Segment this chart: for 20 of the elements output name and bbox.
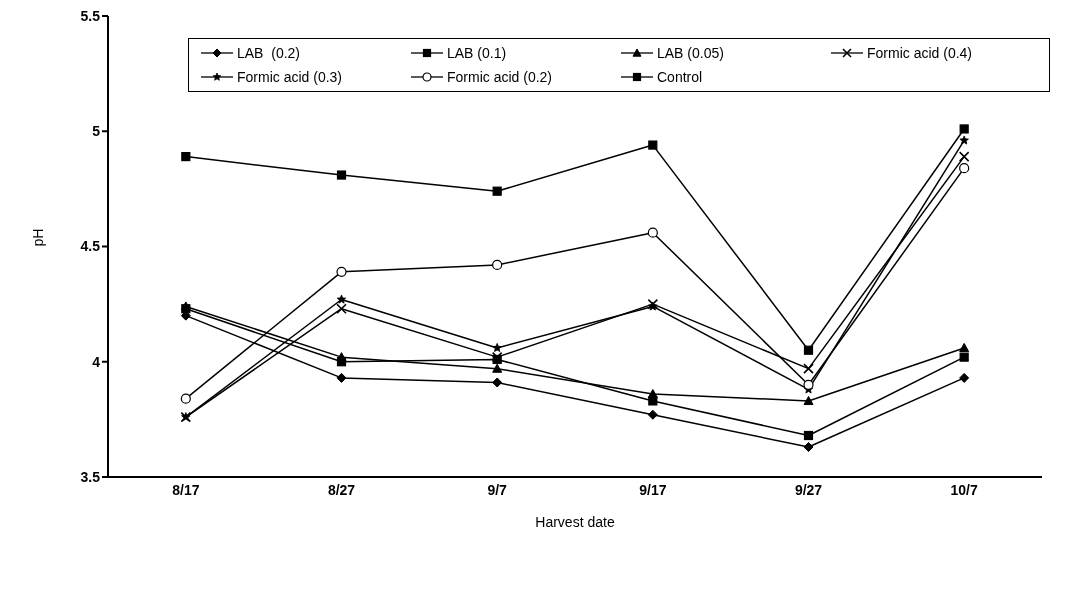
y-tick-label: 5.5	[80, 7, 101, 24]
y-tick-label: 5	[92, 123, 101, 140]
x-tick-label: 8/17	[172, 481, 200, 498]
legend-label: Formic acid (0.4)	[867, 45, 973, 61]
x-tick-label: 9/17	[639, 481, 667, 498]
legend-label: Formic acid (0.3)	[237, 69, 343, 85]
x-tick-label: 8/27	[327, 481, 356, 498]
y-tick-label: 4	[92, 353, 101, 370]
x-axis-title: Harvest date	[535, 514, 615, 530]
x-tick-label: 9/7	[487, 481, 508, 498]
legend-label: LAB (0.1)	[447, 45, 507, 61]
legend-label: Control	[657, 69, 703, 85]
legend-label: Formic acid (0.2)	[447, 69, 553, 85]
y-axis-title: pH	[29, 228, 46, 247]
y-tick-label: 4.5	[80, 238, 101, 255]
x-tick-label: 9/27	[794, 481, 823, 498]
legend-label: LAB (0.05)	[657, 45, 724, 61]
x-tick-label: 10/7	[950, 481, 978, 498]
y-tick-label: 3.5	[80, 468, 101, 485]
legend-label: LAB (0.2)	[237, 45, 301, 61]
